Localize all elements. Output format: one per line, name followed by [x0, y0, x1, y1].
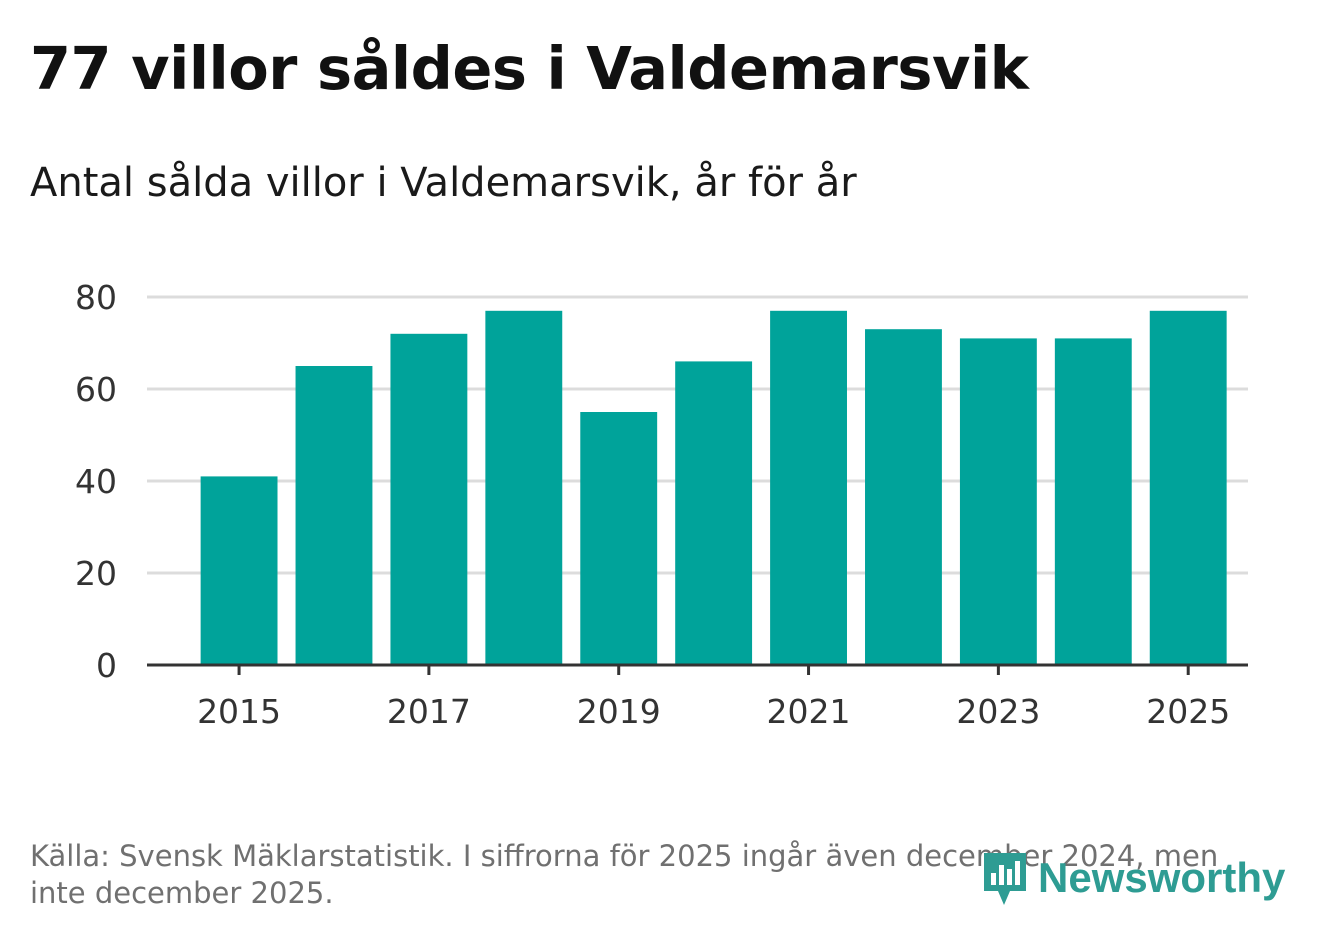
bar-2022 [865, 329, 942, 665]
bar-chart: 0 20 40 60 80 2015 2017 2019 2021 2023 2025 [75, 278, 1248, 731]
x-tick-label: 2021 [767, 692, 851, 731]
x-tick-label: 2019 [577, 692, 661, 731]
bar-2016 [295, 366, 373, 665]
chart-subtitle: Antal sålda villor i Valdemarsvik, år fö… [30, 160, 857, 206]
x-tick-label: 2017 [387, 692, 471, 731]
x-tick-label: 2015 [197, 692, 281, 731]
y-tick-label: 20 [75, 554, 117, 593]
bar-2015 [200, 476, 278, 665]
x-axis-ticks: 2015 2017 2019 2021 2023 2025 [197, 665, 1230, 731]
bar-2021 [770, 310, 847, 665]
y-axis-ticks: 0 20 40 60 80 [75, 278, 117, 685]
bar-2018 [485, 310, 563, 665]
bar-2024 [1054, 338, 1132, 665]
bar-2019 [580, 412, 658, 665]
y-tick-label: 40 [75, 462, 117, 501]
bar-2023 [959, 338, 1037, 665]
x-tick-label: 2023 [956, 692, 1040, 731]
x-tick-label: 2025 [1146, 692, 1230, 731]
newsworthy-logo-icon [984, 853, 1026, 905]
chart-title: 77 villor såldes i Valdemarsvik [30, 34, 1029, 103]
newsworthy-logo: Newsworthy [980, 846, 1285, 910]
bar-2017 [390, 333, 468, 665]
y-tick-label: 60 [75, 370, 117, 409]
bar-2020 [675, 361, 753, 665]
y-tick-label: 0 [96, 646, 117, 685]
y-tick-label: 80 [75, 278, 117, 317]
bars [200, 310, 1227, 665]
logo-wordmark: Newsworthy [1038, 854, 1286, 901]
bar-2025 [1149, 310, 1227, 665]
